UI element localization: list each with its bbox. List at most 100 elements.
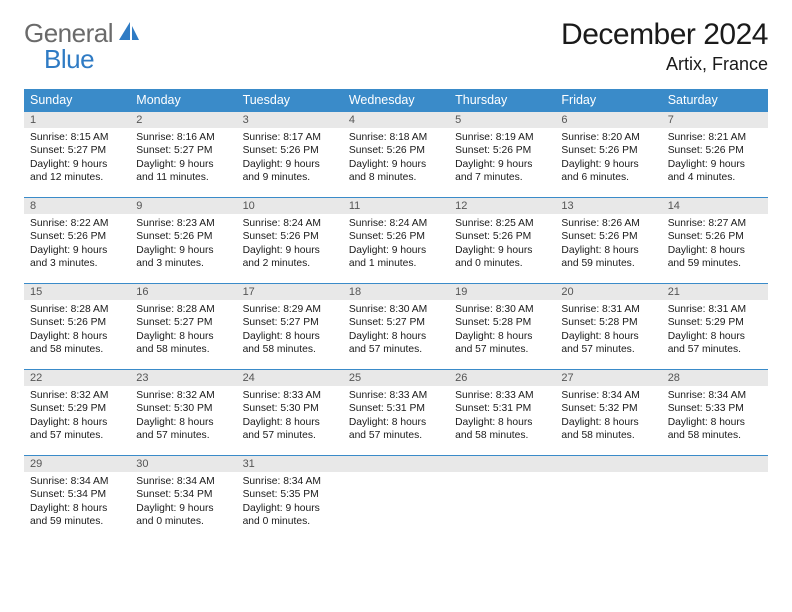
calendar-day-cell: [555, 456, 661, 542]
day-details: Sunrise: 8:30 AMSunset: 5:27 PMDaylight:…: [343, 300, 449, 361]
daylight-line: Daylight: 9 hoursand 9 minutes.: [243, 158, 337, 185]
calendar-day-cell: 27Sunrise: 8:34 AMSunset: 5:32 PMDayligh…: [555, 370, 661, 456]
calendar-day-cell: 3Sunrise: 8:17 AMSunset: 5:26 PMDaylight…: [237, 112, 343, 198]
sunrise-line: Sunrise: 8:24 AM: [243, 217, 337, 230]
sunset-line: Sunset: 5:32 PM: [561, 402, 655, 415]
day-details: Sunrise: 8:34 AMSunset: 5:34 PMDaylight:…: [24, 472, 130, 533]
daylight-line: Daylight: 9 hoursand 0 minutes.: [243, 502, 337, 529]
sunset-line: Sunset: 5:26 PM: [561, 144, 655, 157]
calendar-day-cell: 12Sunrise: 8:25 AMSunset: 5:26 PMDayligh…: [449, 198, 555, 284]
sunrise-line: Sunrise: 8:24 AM: [349, 217, 443, 230]
day-number: 29: [24, 456, 130, 472]
location-label: Artix, France: [561, 54, 768, 75]
daylight-line: Daylight: 9 hoursand 2 minutes.: [243, 244, 337, 271]
daylight-line: Daylight: 8 hoursand 57 minutes.: [561, 330, 655, 357]
sunset-line: Sunset: 5:26 PM: [30, 316, 124, 329]
sunrise-line: Sunrise: 8:33 AM: [455, 389, 549, 402]
sunrise-line: Sunrise: 8:29 AM: [243, 303, 337, 316]
day-number: 12: [449, 198, 555, 214]
day-details: Sunrise: 8:32 AMSunset: 5:29 PMDaylight:…: [24, 386, 130, 447]
day-number: 7: [662, 112, 768, 128]
calendar-day-cell: 26 Sunrise: 8:33 AMSunset: 5:31 PMDayligh…: [449, 370, 555, 456]
calendar-day-cell: 10Sunrise: 8:24 AMSunset: 5:26 PMDayligh…: [237, 198, 343, 284]
sunset-line: Sunset: 5:31 PM: [455, 402, 549, 415]
brand-logo: General Blue: [24, 18, 141, 49]
sunset-line: Sunset: 5:31 PM: [349, 402, 443, 415]
sunset-line: Sunset: 5:26 PM: [243, 144, 337, 157]
daylight-line: Daylight: 9 hoursand 3 minutes.: [136, 244, 230, 271]
calendar-day-cell: 14Sunrise: 8:27 AMSunset: 5:26 PMDayligh…: [662, 198, 768, 284]
daylight-line: Daylight: 8 hoursand 59 minutes.: [30, 502, 124, 529]
calendar-day-cell: [662, 456, 768, 542]
sunset-line: Sunset: 5:34 PM: [30, 488, 124, 501]
sunrise-line: Sunrise: 8:16 AM: [136, 131, 230, 144]
sunrise-line: Sunrise: 8:32 AM: [30, 389, 124, 402]
daylight-line: Daylight: 9 hoursand 6 minutes.: [561, 158, 655, 185]
day-number: 22: [24, 370, 130, 386]
calendar-day-cell: 16Sunrise: 8:28 AMSunset: 5:27 PMDayligh…: [130, 284, 236, 370]
calendar-day-cell: 2Sunrise: 8:16 AMSunset: 5:27 PMDaylight…: [130, 112, 236, 198]
sunset-line: Sunset: 5:26 PM: [30, 230, 124, 243]
sunset-line: Sunset: 5:35 PM: [243, 488, 337, 501]
sunrise-line: Sunrise: 8:15 AM: [30, 131, 124, 144]
day-details: Sunrise: 8:34 AMSunset: 5:35 PMDaylight:…: [237, 472, 343, 533]
calendar-day-cell: 22Sunrise: 8:32 AMSunset: 5:29 PMDayligh…: [24, 370, 130, 456]
day-details: Sunrise: 8:20 AMSunset: 5:26 PMDaylight:…: [555, 128, 661, 189]
calendar-day-cell: 24Sunrise: 8:33 AMSunset: 5:30 PMDayligh…: [237, 370, 343, 456]
daylight-line: Daylight: 9 hoursand 0 minutes.: [455, 244, 549, 271]
daylight-line: Daylight: 8 hoursand 58 minutes.: [455, 416, 549, 443]
calendar-day-cell: 1Sunrise: 8:15 AMSunset: 5:27 PMDaylight…: [24, 112, 130, 198]
day-header: Saturday: [662, 89, 768, 112]
sunrise-line: Sunrise: 8:31 AM: [561, 303, 655, 316]
sunrise-line: Sunrise: 8:34 AM: [561, 389, 655, 402]
sunrise-line: Sunrise: 8:26 AM: [561, 217, 655, 230]
day-details: Sunrise: 8:34 AMSunset: 5:32 PMDaylight:…: [555, 386, 661, 447]
calendar-week-row: 8Sunrise: 8:22 AMSunset: 5:26 PMDaylight…: [24, 198, 768, 284]
calendar-day-cell: 7Sunrise: 8:21 AMSunset: 5:26 PMDaylight…: [662, 112, 768, 198]
brand-sail-icon: [117, 20, 141, 47]
daylight-line: Daylight: 8 hoursand 58 minutes.: [668, 416, 762, 443]
day-number: [555, 456, 661, 472]
daylight-line: Daylight: 8 hoursand 59 minutes.: [668, 244, 762, 271]
day-details: Sunrise: 8:31 AMSunset: 5:29 PMDaylight:…: [662, 300, 768, 361]
title-block: December 2024 Artix, France: [561, 18, 768, 75]
day-details: Sunrise: 8:30 AMSunset: 5:28 PMDaylight:…: [449, 300, 555, 361]
sunset-line: Sunset: 5:29 PM: [668, 316, 762, 329]
sunset-line: Sunset: 5:30 PM: [136, 402, 230, 415]
calendar-day-cell: 18Sunrise: 8:30 AMSunset: 5:27 PMDayligh…: [343, 284, 449, 370]
day-number: 11: [343, 198, 449, 214]
day-details: [449, 472, 555, 479]
day-details: Sunrise: 8:33 AMSunset: 5:30 PMDaylight:…: [237, 386, 343, 447]
sunrise-line: Sunrise: 8:33 AM: [349, 389, 443, 402]
sunset-line: Sunset: 5:28 PM: [455, 316, 549, 329]
sunrise-line: Sunrise: 8:20 AM: [561, 131, 655, 144]
day-number: 26: [449, 370, 555, 386]
sunrise-line: Sunrise: 8:34 AM: [243, 475, 337, 488]
day-header: Tuesday: [237, 89, 343, 112]
calendar-day-cell: [449, 456, 555, 542]
day-header: Wednesday: [343, 89, 449, 112]
day-details: [555, 472, 661, 479]
day-number: 30: [130, 456, 236, 472]
day-details: Sunrise: 8:17 AMSunset: 5:26 PMDaylight:…: [237, 128, 343, 189]
sunrise-line: Sunrise: 8:28 AM: [136, 303, 230, 316]
daylight-line: Daylight: 9 hoursand 7 minutes.: [455, 158, 549, 185]
sunset-line: Sunset: 5:26 PM: [668, 230, 762, 243]
daylight-line: Daylight: 8 hoursand 58 minutes.: [243, 330, 337, 357]
day-number: 23: [130, 370, 236, 386]
calendar-week-row: 15Sunrise: 8:28 AMSunset: 5:26 PMDayligh…: [24, 284, 768, 370]
calendar-table: SundayMondayTuesdayWednesdayThursdayFrid…: [24, 89, 768, 542]
sunrise-line: Sunrise: 8:27 AM: [668, 217, 762, 230]
day-number: 8: [24, 198, 130, 214]
day-number: 31: [237, 456, 343, 472]
daylight-line: Daylight: 8 hoursand 58 minutes.: [30, 330, 124, 357]
sunset-line: Sunset: 5:26 PM: [668, 144, 762, 157]
day-details: Sunrise: 8:25 AMSunset: 5:26 PMDaylight:…: [449, 214, 555, 275]
day-number: 19: [449, 284, 555, 300]
calendar-day-cell: [343, 456, 449, 542]
sunrise-line: Sunrise: 8:25 AM: [455, 217, 549, 230]
sunrise-line: Sunrise: 8:30 AM: [349, 303, 443, 316]
calendar-day-cell: 30Sunrise: 8:34 AMSunset: 5:34 PMDayligh…: [130, 456, 236, 542]
day-number: 27: [555, 370, 661, 386]
day-details: Sunrise: 8:29 AMSunset: 5:27 PMDaylight:…: [237, 300, 343, 361]
